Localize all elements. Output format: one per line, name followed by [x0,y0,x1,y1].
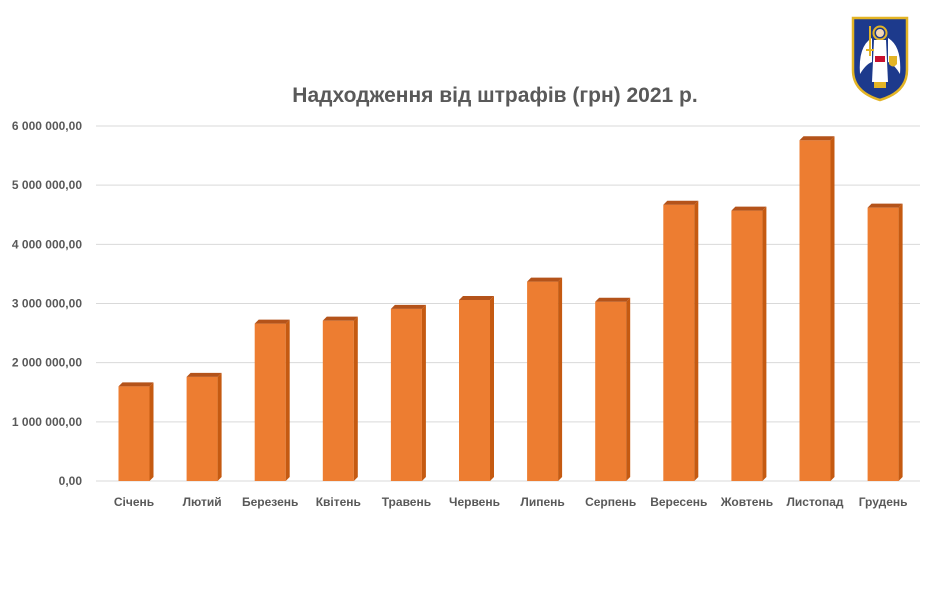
bar-front [186,376,218,481]
bar-top [390,304,426,309]
bar-top [254,319,290,324]
bar [527,277,563,481]
bar-front [254,323,286,481]
bar-side [830,136,835,481]
bar [254,319,290,481]
x-category-label: Травень [382,495,431,509]
bar [118,382,154,481]
bar-top [663,200,699,205]
bar [663,200,699,482]
y-tick-label: 5 000 000,00 [12,178,82,192]
y-tick-label: 0,00 [59,474,83,488]
bar-top [527,277,563,282]
x-category-label: Серпень [585,495,636,509]
bar-front [527,281,559,481]
bar-side [421,304,426,481]
y-tick-label: 1 000 000,00 [12,415,82,429]
bar [731,206,767,481]
bar [186,372,222,481]
x-category-label: Червень [449,495,500,509]
x-category-label: Липень [520,495,564,509]
bar-front [595,301,627,481]
y-tick-label: 3 000 000,00 [12,297,82,311]
bar-front [799,140,831,481]
bar [459,295,494,481]
bar-side [149,382,154,481]
bar-side [762,206,767,481]
x-category-label: Жовтень [720,495,773,509]
bar [322,316,358,481]
x-axis-categories: Січень Лютий Березень Квітень Травень Червень… [114,495,908,509]
bar-top [595,297,631,302]
chart-title: Надходження від штрафів (грн) 2021 р. [292,84,698,107]
x-category-label: Вересень [650,495,707,509]
bar-top [867,203,903,208]
y-axis-ticks: 0,00 1 000 000,00 2 000 000,00 3 000 000,00… [12,119,82,488]
kyiv-coat-of-arms-icon [851,16,909,102]
bar-front [867,207,899,481]
bar-front [390,308,422,481]
bar-front [118,386,150,481]
grid-lines [96,125,920,482]
bars [118,136,903,482]
bar-front [459,299,490,481]
x-category-label: Грудень [859,495,908,509]
bar [390,304,426,481]
bar-top [459,295,494,300]
y-tick-label: 6 000 000,00 [12,119,82,133]
bar-top [731,206,767,211]
y-tick-label: 4 000 000,00 [12,237,82,251]
bar-side [353,316,358,481]
x-category-label: Січень [114,495,154,509]
x-category-label: Лютий [183,495,222,509]
bar-top [118,382,154,387]
x-category-label: Квітень [316,495,361,509]
bar-front [731,210,763,481]
y-tick-label: 2 000 000,00 [12,356,82,370]
x-category-label: Листопад [786,495,843,509]
bar-front [322,320,354,481]
bar-side [217,372,222,481]
bar [595,297,631,481]
bar-top [799,136,835,141]
bar-top [322,316,358,321]
bar-side [898,203,903,481]
bar-side [285,319,290,481]
bar-top [186,372,222,377]
bar [867,203,903,481]
bar-side [694,200,699,482]
bar-front [663,204,695,482]
bar-side [626,297,631,481]
bar-side [490,295,494,481]
x-category-label: Березень [242,495,298,509]
bar-side [558,277,563,481]
bar [799,136,835,481]
